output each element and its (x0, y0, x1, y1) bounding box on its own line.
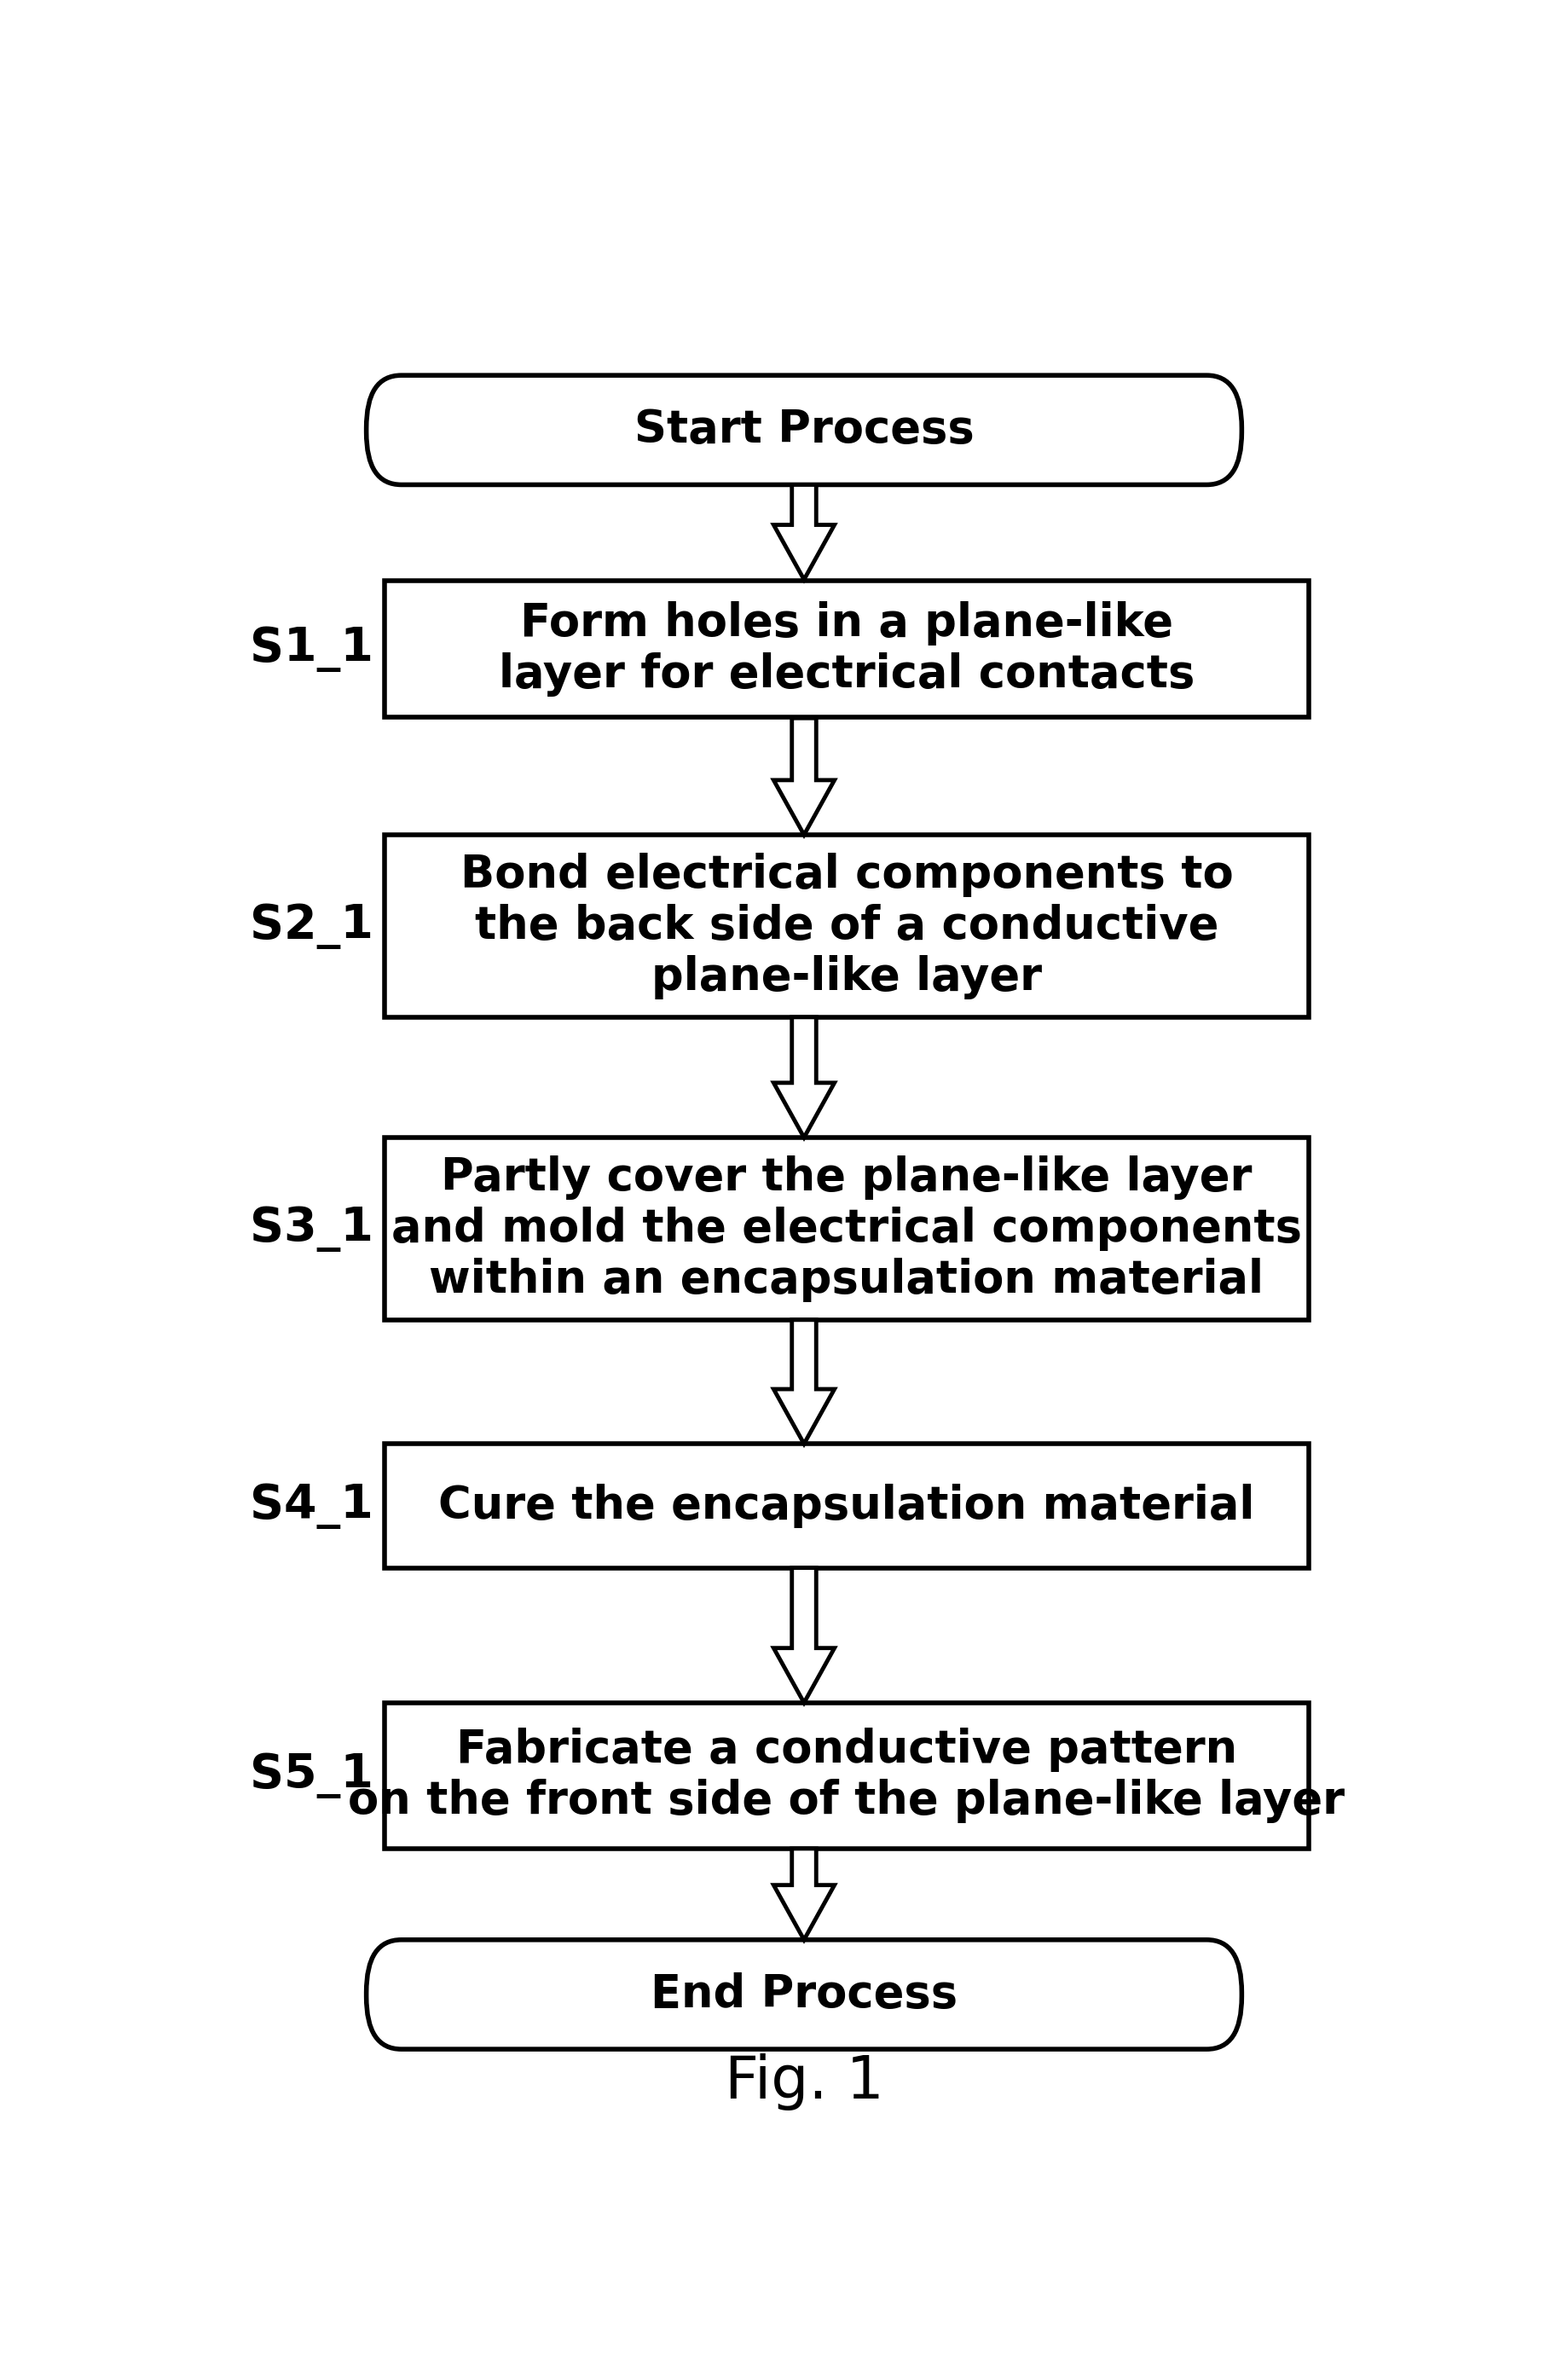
Text: S2_1: S2_1 (249, 902, 373, 950)
Polygon shape (773, 1849, 834, 1939)
Polygon shape (773, 718, 834, 836)
Text: Start Process: Start Process (633, 407, 974, 452)
Polygon shape (773, 1568, 834, 1703)
FancyBboxPatch shape (384, 1703, 1308, 1849)
Text: Bond electrical components to
the back side of a conductive
plane-like layer: Bond electrical components to the back s… (459, 852, 1232, 999)
Text: Form holes in a plane-like
layer for electrical contacts: Form holes in a plane-like layer for ele… (499, 601, 1193, 696)
Text: S3_1: S3_1 (249, 1205, 373, 1253)
Polygon shape (773, 1018, 834, 1137)
Polygon shape (773, 485, 834, 580)
FancyBboxPatch shape (384, 836, 1308, 1018)
Text: End Process: End Process (651, 1973, 956, 2018)
Text: S5_1: S5_1 (249, 1752, 373, 1800)
Polygon shape (773, 1319, 834, 1444)
Text: Partly cover the plane-like layer
and mold the electrical components
within an e: Partly cover the plane-like layer and mo… (390, 1156, 1301, 1302)
FancyBboxPatch shape (367, 1939, 1242, 2048)
Text: Fabricate a conductive pattern
on the front side of the plane-like layer: Fabricate a conductive pattern on the fr… (348, 1729, 1344, 1823)
Text: S4_1: S4_1 (249, 1482, 373, 1530)
FancyBboxPatch shape (384, 1137, 1308, 1319)
Text: Cure the encapsulation material: Cure the encapsulation material (437, 1485, 1254, 1527)
FancyBboxPatch shape (384, 580, 1308, 718)
Text: Fig. 1: Fig. 1 (724, 2053, 883, 2110)
FancyBboxPatch shape (367, 374, 1242, 485)
FancyBboxPatch shape (384, 1444, 1308, 1568)
Text: S1_1: S1_1 (249, 625, 373, 673)
